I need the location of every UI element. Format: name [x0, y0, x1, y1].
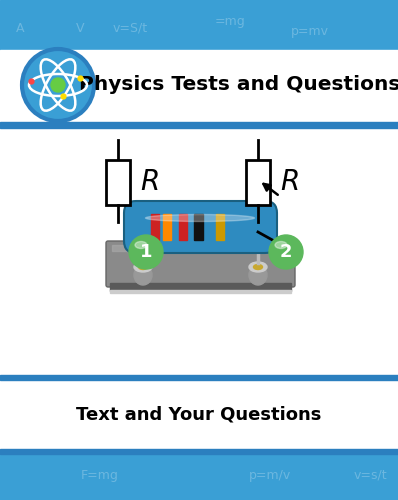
Bar: [246, 160, 270, 205]
Bar: [194, 214, 203, 240]
Text: 2: 2: [280, 243, 292, 261]
Bar: [163, 214, 171, 240]
Text: F=mg: F=mg: [81, 468, 119, 481]
Bar: [110, 283, 291, 291]
Text: =mg: =mg: [215, 16, 246, 28]
Text: p=m/v: p=m/v: [249, 468, 291, 481]
Circle shape: [51, 78, 65, 92]
Text: 1: 1: [140, 243, 152, 261]
Text: v=S/t: v=S/t: [113, 22, 148, 35]
Bar: [0, 0, 398, 50]
Text: Physics Tests and Questions: Physics Tests and Questions: [79, 76, 398, 94]
Bar: [0, 122, 398, 128]
Text: v=s/t: v=s/t: [353, 468, 387, 481]
FancyBboxPatch shape: [124, 201, 277, 253]
Ellipse shape: [134, 265, 152, 285]
Bar: [179, 214, 187, 240]
Ellipse shape: [134, 262, 152, 272]
Circle shape: [129, 235, 163, 269]
Bar: [106, 160, 130, 205]
Text: A: A: [16, 22, 24, 35]
Ellipse shape: [135, 242, 147, 248]
Bar: [0, 50, 398, 122]
Ellipse shape: [146, 214, 254, 222]
Bar: [0, 375, 398, 380]
Ellipse shape: [139, 264, 148, 270]
Ellipse shape: [249, 262, 267, 272]
Text: V: V: [76, 22, 84, 35]
Text: R: R: [280, 168, 299, 196]
Text: R: R: [140, 168, 159, 196]
Ellipse shape: [254, 264, 263, 270]
Text: Text and Your Questions: Text and Your Questions: [76, 406, 322, 424]
Bar: [0, 380, 398, 450]
Ellipse shape: [275, 242, 287, 248]
Bar: [110, 290, 291, 293]
Circle shape: [269, 235, 303, 269]
Text: p=mv: p=mv: [291, 26, 329, 38]
FancyBboxPatch shape: [106, 241, 295, 287]
Bar: [216, 214, 224, 240]
Bar: [0, 449, 398, 454]
Ellipse shape: [249, 265, 267, 285]
Circle shape: [22, 49, 94, 121]
Bar: [112, 245, 289, 251]
Bar: [0, 454, 398, 500]
Bar: [151, 214, 159, 240]
Bar: [0, 128, 398, 376]
